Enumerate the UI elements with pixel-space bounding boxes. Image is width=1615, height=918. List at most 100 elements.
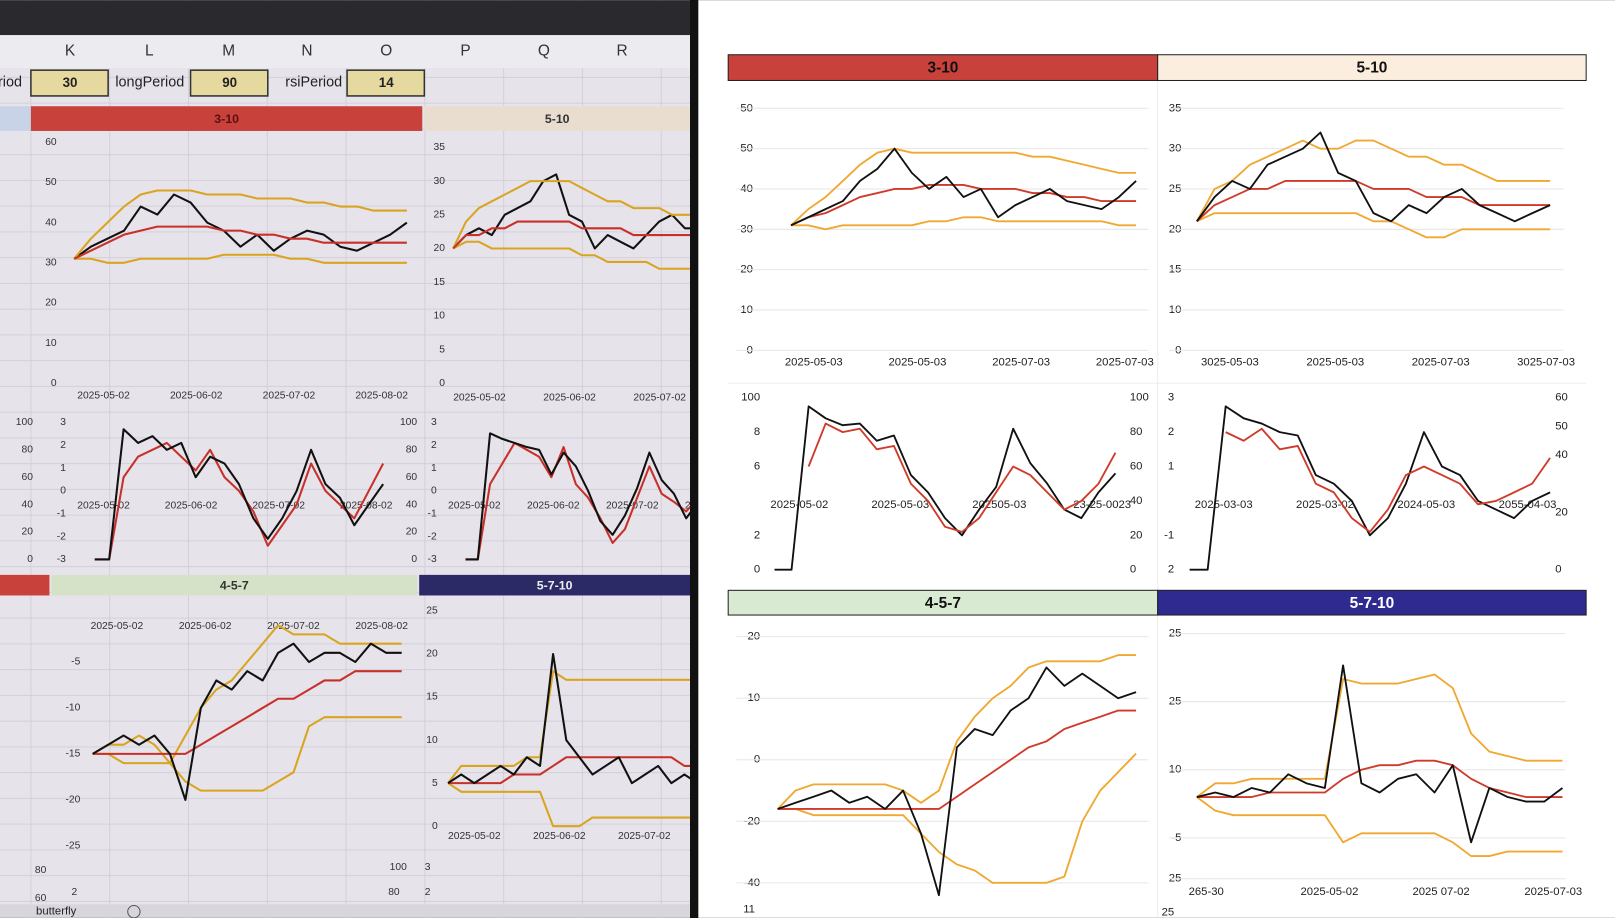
y-tick-label: 0 xyxy=(411,554,417,565)
add-sheet-button[interactable] xyxy=(127,904,141,918)
partial-tick-label: 11 xyxy=(743,904,755,916)
x-tick-label: 2025 07-02 xyxy=(1412,886,1469,898)
y-tick-label: 0 xyxy=(432,821,438,832)
y2-tick-label: -1 xyxy=(57,508,66,519)
x-tick-label: 2025-06-02 xyxy=(179,621,232,632)
y-tick-label: 20 xyxy=(22,527,34,538)
partial-tick-label: 2 xyxy=(72,887,78,898)
series-line xyxy=(777,752,1137,884)
y-tick-label: -10 xyxy=(65,703,80,714)
y-tick-label: 60 xyxy=(406,472,418,483)
chart: -25 -20 -15 -10 -5 2025-05-02 2025-06-02 2025-0… xyxy=(65,621,408,851)
panel-title: 4-5-7 xyxy=(925,595,961,612)
chart: 0 5 10 15 20 25 2025-05-02 2025-06-02 2025-07-02 xyxy=(426,606,691,842)
y-tick-label: 80 xyxy=(406,445,418,456)
y-tick-label: 6 xyxy=(754,461,760,473)
y2-tick-label: 40 xyxy=(1555,449,1568,461)
param-value: 90 xyxy=(222,75,237,90)
x-tick-label: 2025-05-02 xyxy=(91,621,144,632)
series-line xyxy=(1196,673,1563,798)
y-tick-label: 2 xyxy=(1168,564,1174,576)
y-tick-label: 25 xyxy=(426,606,438,617)
x-tick-label: 2025-07-03 xyxy=(1096,357,1154,369)
x-tick-label: 2025-06-02 xyxy=(165,501,218,512)
y-tick-label: 20 xyxy=(426,649,438,660)
panel-title: 5-10 xyxy=(1356,60,1387,77)
chart: 0 5 10 15 20 25 30 35 2025-05-02 2025-06-02 2025-0… xyxy=(434,142,691,403)
x-tick-label: 2025-05-02 xyxy=(448,831,501,842)
column-letter: K xyxy=(65,43,76,60)
y2-tick-label: 1 xyxy=(60,463,66,474)
y2-tick-label: 2 xyxy=(431,440,437,451)
series-line xyxy=(790,183,1137,227)
x-tick-label: 2025-08-02 xyxy=(355,390,408,401)
sheet-cells xyxy=(0,0,691,918)
block-title: 3-10 xyxy=(214,112,239,126)
y-tick-label: 8 xyxy=(754,426,760,438)
series-line xyxy=(447,782,691,828)
block-header xyxy=(424,106,691,131)
panel-header xyxy=(727,589,1159,616)
x-tick-label: 2025-05-02 xyxy=(77,390,130,401)
series-line xyxy=(92,624,402,765)
y-tick-label: 60 xyxy=(22,472,34,483)
y2-tick-label: -3 xyxy=(57,554,66,565)
series-line xyxy=(73,193,408,260)
y-tick-label: 40 xyxy=(22,499,34,510)
x-tick-label: 2025-07-02 xyxy=(618,831,671,842)
y2-tick-label: 0 xyxy=(431,486,437,497)
series-line xyxy=(74,253,407,264)
y-tick-label: 20 xyxy=(45,298,57,309)
partial-tick-label: 80 xyxy=(35,865,47,876)
x-tick-label: 2025-08-02 xyxy=(340,501,393,512)
panel-title: 3-10 xyxy=(927,60,958,77)
y2-tick-label: 40 xyxy=(1130,495,1143,507)
x-tick-label: 2025-07-02 xyxy=(252,501,305,512)
y-tick-label: 100 xyxy=(741,392,760,404)
y2-tick-label: 0 xyxy=(60,486,66,497)
x-tick-label: 3025-07-03 xyxy=(1517,357,1575,369)
y-tick-label: 60 xyxy=(45,137,57,148)
y2-tick-label: 2 xyxy=(60,440,66,451)
x-tick-label: 2025-05-03 xyxy=(1306,357,1364,369)
x-tick-label: 2025-05-02 xyxy=(453,392,506,403)
series-line xyxy=(1196,212,1551,239)
y-tick-label: -5 xyxy=(71,657,80,668)
sheet-top-bezel xyxy=(0,0,691,36)
series-line xyxy=(465,441,691,561)
sheet-tab[interactable]: butterfly xyxy=(36,906,77,918)
block-header xyxy=(51,574,418,596)
series-line xyxy=(452,240,691,270)
y-tick-label: 0 xyxy=(754,564,760,576)
y-tick-label: 15 xyxy=(426,692,438,703)
y2-tick-label: 20 xyxy=(1555,506,1568,518)
chart: 0 20 40 60 80 100 -3 -2 -1 0 1 2 3 2025-05-02 2025-06-… xyxy=(16,417,393,565)
block-title: 5-10 xyxy=(545,112,570,126)
chart: 0 20 40 60 80 100 -3 -2 -1 0 1 2 3 2025-05-02 2025-06-… xyxy=(400,417,691,565)
y2-tick-label: 20 xyxy=(1130,529,1143,541)
series-line xyxy=(92,670,402,755)
series-line xyxy=(1225,427,1551,533)
y2-tick-label: 50 xyxy=(1555,420,1568,432)
series-line xyxy=(92,642,402,801)
partial-tick-label: 100 xyxy=(390,862,407,873)
series-line xyxy=(1196,139,1551,222)
column-letter: N xyxy=(301,43,312,60)
series-line xyxy=(1196,796,1563,857)
param-box xyxy=(346,69,426,97)
panel-header xyxy=(1157,589,1587,616)
x-tick-label: 2025-05-03 xyxy=(889,357,947,369)
y-tick-label: 0 xyxy=(439,378,445,389)
x-tick-label: 2025-08-02 xyxy=(355,621,408,632)
block-title: 5-7-10 xyxy=(537,578,573,592)
partial-tick-label: 80 xyxy=(388,887,400,898)
x-tick-label: 2025-07-03 xyxy=(992,357,1050,369)
panel-header xyxy=(1157,54,1587,81)
